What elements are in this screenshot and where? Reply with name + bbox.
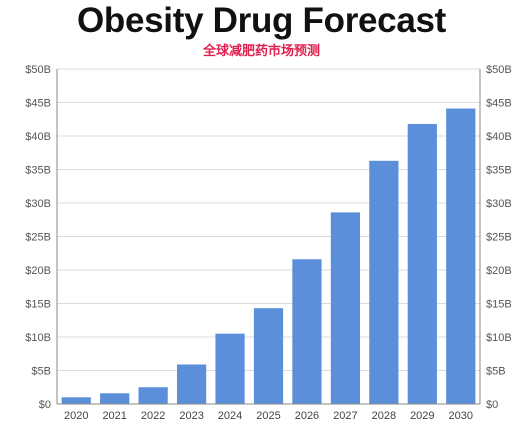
- y-tick-label-left: $15B: [25, 299, 51, 311]
- y-tick-label-right: $40B: [486, 131, 512, 143]
- y-tick-label-left: $30B: [25, 198, 51, 210]
- x-tick-label: 2022: [141, 410, 165, 422]
- y-tick-label-right: $5B: [486, 366, 506, 378]
- chart-title: Obesity Drug Forecast: [76, 1, 447, 40]
- bar-2025: [253, 308, 284, 404]
- x-tick-label: 2027: [333, 410, 357, 422]
- bars: [61, 108, 476, 404]
- y-tick-label-right: $20B: [486, 265, 512, 277]
- y-tick-label-right: $45B: [486, 98, 512, 110]
- x-tick-label: 2024: [218, 410, 242, 422]
- x-tick-label: 2030: [449, 410, 473, 422]
- axes: [56, 69, 481, 405]
- bar-2028: [369, 160, 399, 404]
- chart-subtitle: 全球减肥药市场预测: [202, 44, 320, 59]
- y-tick-label-right: $35B: [486, 165, 512, 177]
- x-tick-label: 2028: [372, 410, 396, 422]
- y-tick-label-left: $25B: [25, 232, 51, 244]
- y-tick-label-right: $0: [486, 399, 498, 411]
- bar-2026: [292, 259, 322, 404]
- x-tick-label: 2029: [410, 410, 434, 422]
- y-tick-label-left: $10B: [25, 332, 51, 344]
- bar-2023: [176, 364, 207, 404]
- y-tick-label-left: $0: [39, 399, 51, 411]
- bar-2020: [61, 397, 91, 404]
- y-tick-label-left: $5B: [31, 366, 51, 378]
- y-tick-label-right: $25B: [486, 232, 512, 244]
- y-tick-label-left: $50B: [25, 64, 51, 76]
- x-tick-label: 2025: [256, 410, 280, 422]
- y-tick-label-right: $10B: [486, 332, 512, 344]
- x-tick-label: 2026: [295, 410, 319, 422]
- x-tick-label: 2023: [179, 410, 203, 422]
- y-tick-label-right: $50B: [486, 64, 512, 76]
- bar-2029: [407, 123, 437, 404]
- y-tick-label-left: $35B: [25, 165, 51, 177]
- bar-2021: [100, 393, 130, 404]
- bar-2024: [215, 333, 245, 404]
- y-tick-label-left: $20B: [25, 265, 51, 277]
- axis-labels: $0 $0 $5B $5B $10B $10B $15B $15B $20B $20B $25B $2…: [25, 64, 511, 422]
- bar-2022: [138, 387, 168, 404]
- x-tick-label: 2020: [64, 410, 88, 422]
- y-tick-label-left: $40B: [25, 131, 51, 143]
- bar-2030: [446, 108, 476, 404]
- y-tick-label-left: $45B: [25, 98, 51, 110]
- y-tick-label-right: $15B: [486, 299, 512, 311]
- y-tick-label-right: $30B: [486, 198, 512, 210]
- x-tick-label: 2021: [102, 410, 126, 422]
- bar-2027: [330, 212, 361, 404]
